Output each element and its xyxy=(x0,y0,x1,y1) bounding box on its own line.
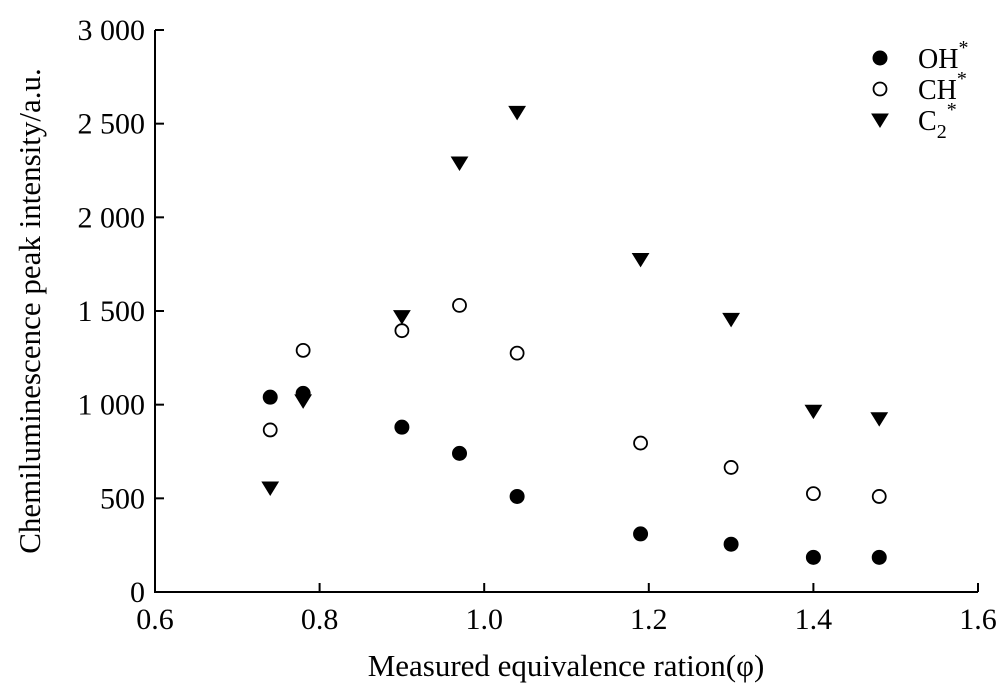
point-c2 xyxy=(393,310,411,325)
point-c2 xyxy=(450,156,469,171)
x-tick-label: 0.8 xyxy=(301,603,339,636)
point-ch xyxy=(509,345,525,361)
legend: OH*CH*C2* xyxy=(871,37,968,143)
point-c2 xyxy=(261,481,280,496)
point-oh xyxy=(394,419,410,435)
y-tick-label: 2 500 xyxy=(78,108,146,141)
x-tick-label: 1.4 xyxy=(795,603,833,636)
series-ch xyxy=(262,297,887,504)
y-tick-label: 0 xyxy=(130,576,145,609)
x-axis-ticks: 0.6 0.8 1.0 1.2 1.4 1.6 xyxy=(136,583,997,636)
point-oh xyxy=(262,389,278,405)
point-c2 xyxy=(722,312,740,328)
data-points xyxy=(261,105,889,565)
point-c2 xyxy=(804,404,823,420)
y-tick-label: 1 500 xyxy=(78,295,146,328)
point-oh xyxy=(509,488,525,504)
point-oh xyxy=(871,549,887,565)
x-tick-label: 1.0 xyxy=(465,603,503,636)
point-oh xyxy=(805,549,821,565)
series-c2 xyxy=(261,105,889,496)
y-tick-label: 1 000 xyxy=(78,389,146,422)
point-ch xyxy=(452,297,467,313)
x-axis-title: Measured equivalence ration(φ) xyxy=(368,648,765,683)
point-oh xyxy=(723,536,739,552)
point-ch xyxy=(295,342,311,358)
legend-marker-ch xyxy=(872,81,888,97)
x-tick-label: 0.6 xyxy=(136,603,174,636)
point-ch xyxy=(871,489,887,504)
x-tick-label: 1.6 xyxy=(959,603,997,636)
y-tick-label: 500 xyxy=(100,482,145,515)
point-ch xyxy=(806,486,821,502)
series-oh xyxy=(262,385,887,565)
point-ch xyxy=(394,323,410,339)
point-c2 xyxy=(631,252,650,268)
point-ch xyxy=(262,422,278,438)
y-tick-label: 2 000 xyxy=(78,201,146,234)
point-oh xyxy=(633,526,649,542)
point-ch xyxy=(723,460,739,475)
y-axis-ticks: 0 500 1 000 1 500 2 000 2 500 3 000 xyxy=(78,14,164,609)
x-tick-label: 1.2 xyxy=(630,603,668,636)
legend-marker-c2 xyxy=(871,113,889,128)
legend-marker-oh xyxy=(872,50,888,66)
y-tick-label: 3 000 xyxy=(78,14,146,47)
point-ch xyxy=(633,435,648,451)
point-c2 xyxy=(870,412,889,427)
point-oh xyxy=(452,445,468,461)
point-c2 xyxy=(508,105,527,121)
point-c2 xyxy=(294,394,313,409)
axis-frame xyxy=(154,30,978,593)
y-axis-title: Chemiluminescence peak intensity/a.u. xyxy=(12,68,47,554)
